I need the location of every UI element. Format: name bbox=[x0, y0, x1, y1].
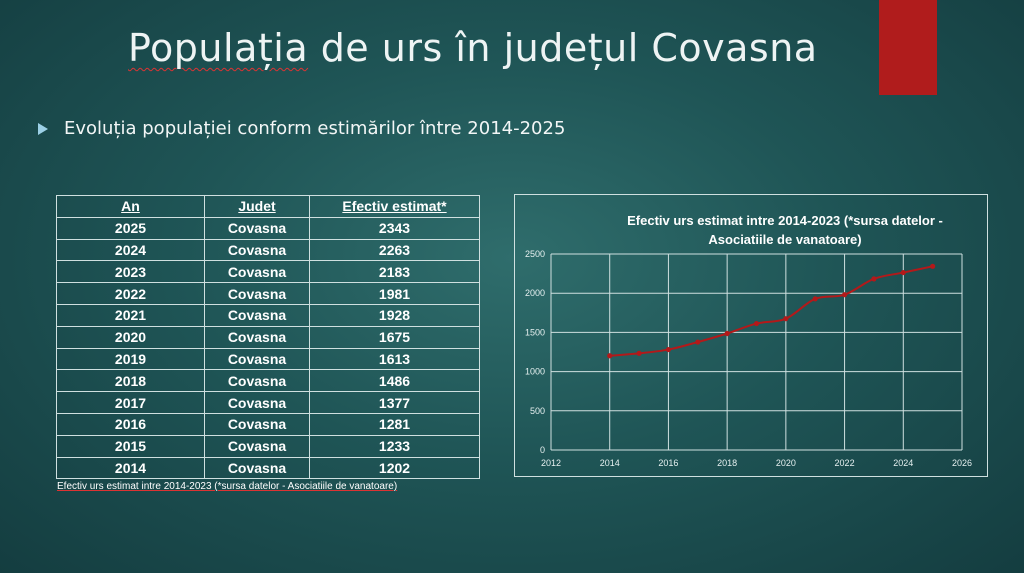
table-row: 2023 Covasna 2183 bbox=[56, 260, 480, 284]
table-row: 2018 Covasna 1486 bbox=[56, 369, 480, 393]
cell-estimate: 1233 bbox=[309, 434, 480, 458]
cell-county: Covasna bbox=[204, 434, 310, 458]
series-line bbox=[609, 265, 933, 357]
data-point bbox=[636, 350, 642, 356]
cell-estimate: 2343 bbox=[309, 216, 480, 240]
y-tick-label: 0 bbox=[540, 445, 545, 455]
cell-estimate: 1675 bbox=[309, 325, 480, 349]
data-point bbox=[724, 330, 730, 337]
x-tick-label: 2020 bbox=[776, 458, 796, 468]
cell-year: 2016 bbox=[56, 412, 205, 436]
cell-county: Covasna bbox=[204, 216, 310, 240]
chart-title-line2: Asociatiile de vanatoare) bbox=[708, 232, 862, 247]
y-tick-label: 2000 bbox=[525, 288, 545, 298]
data-point bbox=[607, 353, 613, 359]
y-tick-label: 500 bbox=[530, 406, 545, 416]
table-row: 2016 Covasna 1281 bbox=[56, 412, 480, 436]
table-row: 2017 Covasna 1377 bbox=[56, 391, 480, 414]
x-tick-label: 2024 bbox=[893, 458, 913, 468]
cell-county: Covasna bbox=[204, 303, 310, 327]
cell-year: 2022 bbox=[56, 282, 205, 305]
table-row: 2021 Covasna 1928 bbox=[56, 303, 480, 327]
cell-estimate: 2263 bbox=[309, 238, 480, 262]
chart-container: Efectiv urs estimat intre 2014-2023 (*su… bbox=[514, 194, 988, 477]
data-point bbox=[930, 263, 936, 269]
x-tick-label: 2012 bbox=[541, 458, 561, 468]
cell-year: 2018 bbox=[56, 369, 205, 393]
y-tick-label: 1000 bbox=[525, 367, 545, 377]
cell-county: Covasna bbox=[204, 238, 310, 262]
table-row: 2025 Covasna 2343 bbox=[56, 216, 480, 240]
chart-title: Efectiv urs estimat intre 2014-2023 (*su… bbox=[585, 211, 985, 249]
data-point bbox=[900, 269, 906, 276]
title-word-population: Populația bbox=[128, 26, 309, 70]
cell-county: Covasna bbox=[204, 260, 310, 284]
cell-year: 2015 bbox=[56, 434, 205, 458]
cell-estimate: 1928 bbox=[309, 303, 480, 327]
data-point bbox=[783, 316, 789, 322]
bullet-item: Evoluția populației conform estimărilor … bbox=[38, 118, 565, 139]
bullet-text: Evoluția populației conform estimărilor … bbox=[64, 118, 566, 139]
population-table: An Judet Efectiv estimat* 2025 Covasna 234… bbox=[56, 195, 480, 480]
cell-estimate: 1981 bbox=[309, 282, 480, 305]
cell-year: 2019 bbox=[56, 347, 205, 371]
cell-year: 2014 bbox=[56, 456, 205, 480]
slide-title: Populația de urs în județul Covasna bbox=[128, 26, 848, 70]
x-tick-label: 2022 bbox=[835, 458, 855, 468]
cell-county: Covasna bbox=[204, 391, 310, 414]
x-tick-label: 2014 bbox=[600, 458, 620, 468]
bullet-arrow-icon bbox=[38, 122, 48, 135]
cell-year: 2023 bbox=[56, 260, 205, 284]
data-point bbox=[841, 292, 848, 298]
cell-year: 2025 bbox=[56, 216, 205, 240]
header-county: Judet bbox=[204, 195, 310, 218]
x-tick-label: 2026 bbox=[952, 458, 972, 468]
title-rest: de urs în județul Covasna bbox=[308, 26, 818, 70]
data-point bbox=[753, 320, 760, 327]
table-row: 2014 Covasna 1202 bbox=[56, 456, 480, 480]
cell-county: Covasna bbox=[204, 282, 310, 305]
line-chart: 0 500 1000 1500 2000 2500 2012 2014 2016 2018 2020… bbox=[525, 249, 972, 468]
data-point bbox=[695, 339, 701, 345]
cell-county: Covasna bbox=[204, 369, 310, 393]
y-tick-label: 2500 bbox=[525, 249, 545, 259]
cell-year: 2017 bbox=[56, 391, 205, 414]
cell-county: Covasna bbox=[204, 456, 310, 480]
cell-estimate: 2183 bbox=[309, 260, 480, 284]
header-year: An bbox=[56, 195, 205, 218]
table-row: 2015 Covasna 1233 bbox=[56, 434, 480, 458]
header-estimate: Efectiv estimat* bbox=[309, 195, 480, 218]
table-row: 2020 Covasna 1675 bbox=[56, 325, 480, 349]
x-tick-label: 2018 bbox=[717, 458, 737, 468]
table-row: 2019 Covasna 1613 bbox=[56, 347, 480, 371]
cell-estimate: 1377 bbox=[309, 391, 480, 414]
cell-county: Covasna bbox=[204, 347, 310, 371]
table-row: 2024 Covasna 2263 bbox=[56, 238, 480, 262]
chart-title-line1: Efectiv urs estimat intre 2014-2023 (*su… bbox=[627, 213, 943, 228]
table-header-row: An Judet Efectiv estimat* bbox=[56, 195, 480, 218]
cell-county: Covasna bbox=[204, 325, 310, 349]
data-point bbox=[871, 276, 877, 282]
table-row: 2022 Covasna 1981 bbox=[56, 282, 480, 305]
data-point bbox=[812, 296, 818, 302]
cell-year: 2020 bbox=[56, 325, 205, 349]
cell-estimate: 1486 bbox=[309, 369, 480, 393]
cell-county: Covasna bbox=[204, 412, 310, 436]
source-note: Efectiv urs estimat intre 2014-2023 (*su… bbox=[57, 481, 398, 492]
cell-year: 2021 bbox=[56, 303, 205, 327]
cell-estimate: 1613 bbox=[309, 347, 480, 371]
cell-estimate: 1281 bbox=[309, 412, 480, 436]
red-accent-tab bbox=[879, 0, 937, 95]
data-point bbox=[665, 346, 672, 353]
y-tick-label: 1500 bbox=[525, 327, 545, 337]
x-tick-label: 2016 bbox=[658, 458, 678, 468]
cell-estimate: 1202 bbox=[309, 456, 480, 480]
cell-year: 2024 bbox=[56, 238, 205, 262]
